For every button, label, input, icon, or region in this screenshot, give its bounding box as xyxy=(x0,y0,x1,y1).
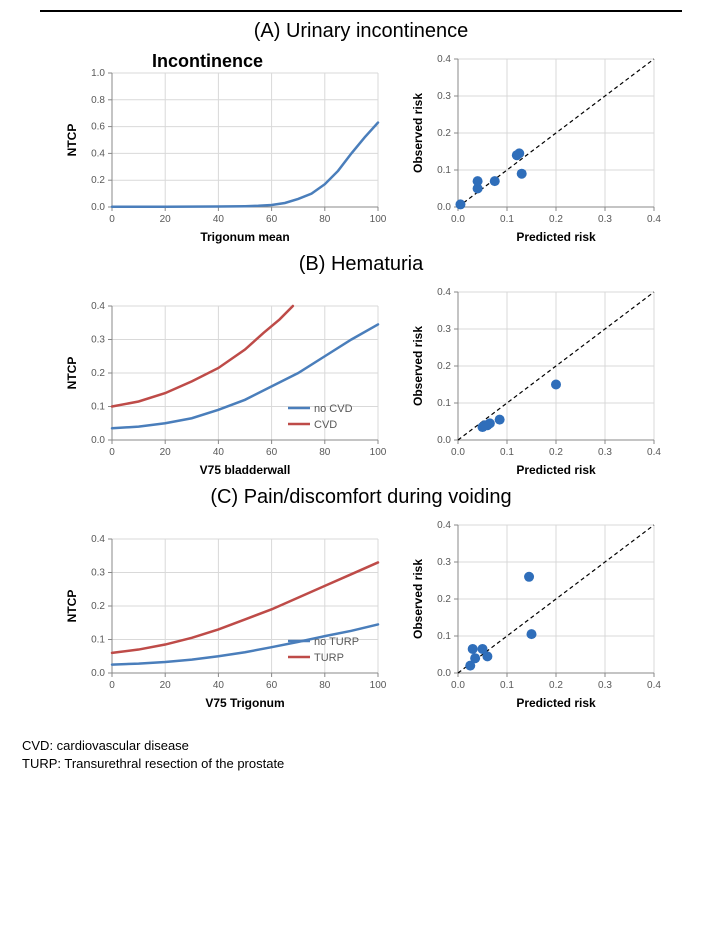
svg-text:Observed risk: Observed risk xyxy=(411,559,425,639)
panel-A-calib-chart: 0.0 0.1 0.2 0.3 0.4 0.0 0.1 0.2 0.3 0.4 Predicted … xyxy=(404,47,664,247)
svg-text:80: 80 xyxy=(319,680,331,691)
svg-text:Predicted risk: Predicted risk xyxy=(516,463,596,477)
svg-text:0.3: 0.3 xyxy=(598,680,612,691)
svg-text:0.0: 0.0 xyxy=(451,680,465,691)
footnote-turp: TURP: Transurethral resection of the pro… xyxy=(22,755,702,773)
svg-text:NTCP: NTCP xyxy=(65,357,79,390)
svg-text:no CVD: no CVD xyxy=(314,403,353,415)
svg-text:0.4: 0.4 xyxy=(91,301,105,312)
svg-text:60: 60 xyxy=(266,214,278,225)
svg-text:0.8: 0.8 xyxy=(91,95,105,106)
svg-text:60: 60 xyxy=(266,447,278,458)
svg-text:100: 100 xyxy=(370,680,387,691)
svg-text:0.1: 0.1 xyxy=(500,214,514,225)
svg-text:0.4: 0.4 xyxy=(647,680,661,691)
svg-text:NTCP: NTCP xyxy=(65,124,79,157)
svg-text:0.3: 0.3 xyxy=(437,557,451,568)
svg-text:0.1: 0.1 xyxy=(437,398,451,409)
svg-text:0.2: 0.2 xyxy=(91,175,105,186)
svg-text:CVD: CVD xyxy=(314,419,337,431)
top-rule xyxy=(40,10,682,12)
panel-C-row: 0.0 0.1 0.2 0.3 0.4 0 20 40 60 80 100 V75 Trigonum N… xyxy=(10,513,702,713)
svg-text:0.4: 0.4 xyxy=(647,214,661,225)
svg-text:0.2: 0.2 xyxy=(549,447,563,458)
svg-text:80: 80 xyxy=(319,447,331,458)
svg-text:0.3: 0.3 xyxy=(437,324,451,335)
svg-text:0.2: 0.2 xyxy=(437,594,451,605)
svg-text:Incontinence: Incontinence xyxy=(152,51,263,71)
svg-text:0.0: 0.0 xyxy=(437,202,451,213)
svg-text:20: 20 xyxy=(160,447,172,458)
svg-text:0.4: 0.4 xyxy=(437,520,451,531)
svg-text:80: 80 xyxy=(319,214,331,225)
panel-B-calib-chart: 0.0 0.1 0.2 0.3 0.4 0.0 0.1 0.2 0.3 0.4 Predicted … xyxy=(404,280,664,480)
footnote-cvd: CVD: cardiovascular disease xyxy=(22,737,702,755)
panel-A-ntcp-chart: 0.0 0.2 0.4 0.6 0.8 1.0 0 20 40 60 80 100 Trigonum m… xyxy=(58,47,388,247)
panel-A-row: 0.0 0.2 0.4 0.6 0.8 1.0 0 20 40 60 80 100 Trigonum m… xyxy=(10,47,702,247)
svg-text:100: 100 xyxy=(370,214,387,225)
panel-B-ntcp-chart: 0.0 0.1 0.2 0.3 0.4 0 20 40 60 80 100 V75 bladderwa… xyxy=(58,280,388,480)
svg-text:0.1: 0.1 xyxy=(437,631,451,642)
svg-text:0.1: 0.1 xyxy=(91,402,105,413)
svg-text:TURP: TURP xyxy=(314,652,344,664)
svg-text:40: 40 xyxy=(213,680,225,691)
svg-text:0.3: 0.3 xyxy=(598,214,612,225)
svg-text:0.1: 0.1 xyxy=(500,447,514,458)
svg-text:Observed risk: Observed risk xyxy=(411,93,425,173)
svg-text:0.1: 0.1 xyxy=(91,635,105,646)
panel-C-title: (C) Pain/discomfort during voiding xyxy=(10,486,702,509)
svg-text:0.2: 0.2 xyxy=(437,361,451,372)
svg-text:Predicted risk: Predicted risk xyxy=(516,230,596,244)
svg-text:0.4: 0.4 xyxy=(437,54,451,65)
svg-text:0.2: 0.2 xyxy=(549,214,563,225)
panel-C-ntcp-chart: 0.0 0.1 0.2 0.3 0.4 0 20 40 60 80 100 V75 Trigonum N… xyxy=(58,513,388,713)
svg-text:NTCP: NTCP xyxy=(65,590,79,623)
svg-text:0.3: 0.3 xyxy=(598,447,612,458)
svg-text:40: 40 xyxy=(213,447,225,458)
svg-text:0.2: 0.2 xyxy=(437,128,451,139)
svg-text:0: 0 xyxy=(109,680,115,691)
svg-text:0.4: 0.4 xyxy=(437,287,451,298)
svg-text:0.0: 0.0 xyxy=(437,668,451,679)
svg-text:Observed risk: Observed risk xyxy=(411,326,425,406)
svg-text:20: 20 xyxy=(160,680,172,691)
svg-text:0.0: 0.0 xyxy=(91,435,105,446)
svg-text:no TURP: no TURP xyxy=(314,636,359,648)
footnotes: CVD: cardiovascular disease TURP: Transu… xyxy=(22,737,702,772)
svg-text:0.2: 0.2 xyxy=(91,601,105,612)
svg-text:0.1: 0.1 xyxy=(500,680,514,691)
svg-text:V75 Trigonum: V75 Trigonum xyxy=(205,696,284,710)
panel-B-row: 0.0 0.1 0.2 0.3 0.4 0 20 40 60 80 100 V75 bladderwa… xyxy=(10,280,702,480)
svg-text:0.0: 0.0 xyxy=(91,668,105,679)
svg-text:0.0: 0.0 xyxy=(91,202,105,213)
svg-text:0.3: 0.3 xyxy=(91,335,105,346)
svg-text:V75 bladderwall: V75 bladderwall xyxy=(200,463,291,477)
svg-text:100: 100 xyxy=(370,447,387,458)
svg-text:0.6: 0.6 xyxy=(91,122,105,133)
svg-text:0.0: 0.0 xyxy=(451,447,465,458)
svg-text:0.1: 0.1 xyxy=(437,165,451,176)
svg-text:Trigonum mean: Trigonum mean xyxy=(200,230,289,244)
svg-text:60: 60 xyxy=(266,680,278,691)
svg-text:1.0: 1.0 xyxy=(91,68,105,79)
svg-text:0.2: 0.2 xyxy=(549,680,563,691)
svg-text:0: 0 xyxy=(109,214,115,225)
svg-text:0.4: 0.4 xyxy=(647,447,661,458)
svg-text:0: 0 xyxy=(109,447,115,458)
svg-text:0.0: 0.0 xyxy=(451,214,465,225)
panel-A-title: (A) Urinary incontinence xyxy=(10,20,702,43)
svg-text:20: 20 xyxy=(160,214,172,225)
svg-text:40: 40 xyxy=(213,214,225,225)
svg-text:0.2: 0.2 xyxy=(91,368,105,379)
svg-text:Predicted risk: Predicted risk xyxy=(516,696,596,710)
panel-C-calib-chart: 0.0 0.1 0.2 0.3 0.4 0.0 0.1 0.2 0.3 0.4 Predicted … xyxy=(404,513,664,713)
svg-text:0.4: 0.4 xyxy=(91,534,105,545)
svg-text:0.4: 0.4 xyxy=(91,148,105,159)
svg-text:0.3: 0.3 xyxy=(437,91,451,102)
svg-text:0.0: 0.0 xyxy=(437,435,451,446)
svg-text:0.3: 0.3 xyxy=(91,568,105,579)
panel-B-title: (B) Hematuria xyxy=(10,253,702,276)
